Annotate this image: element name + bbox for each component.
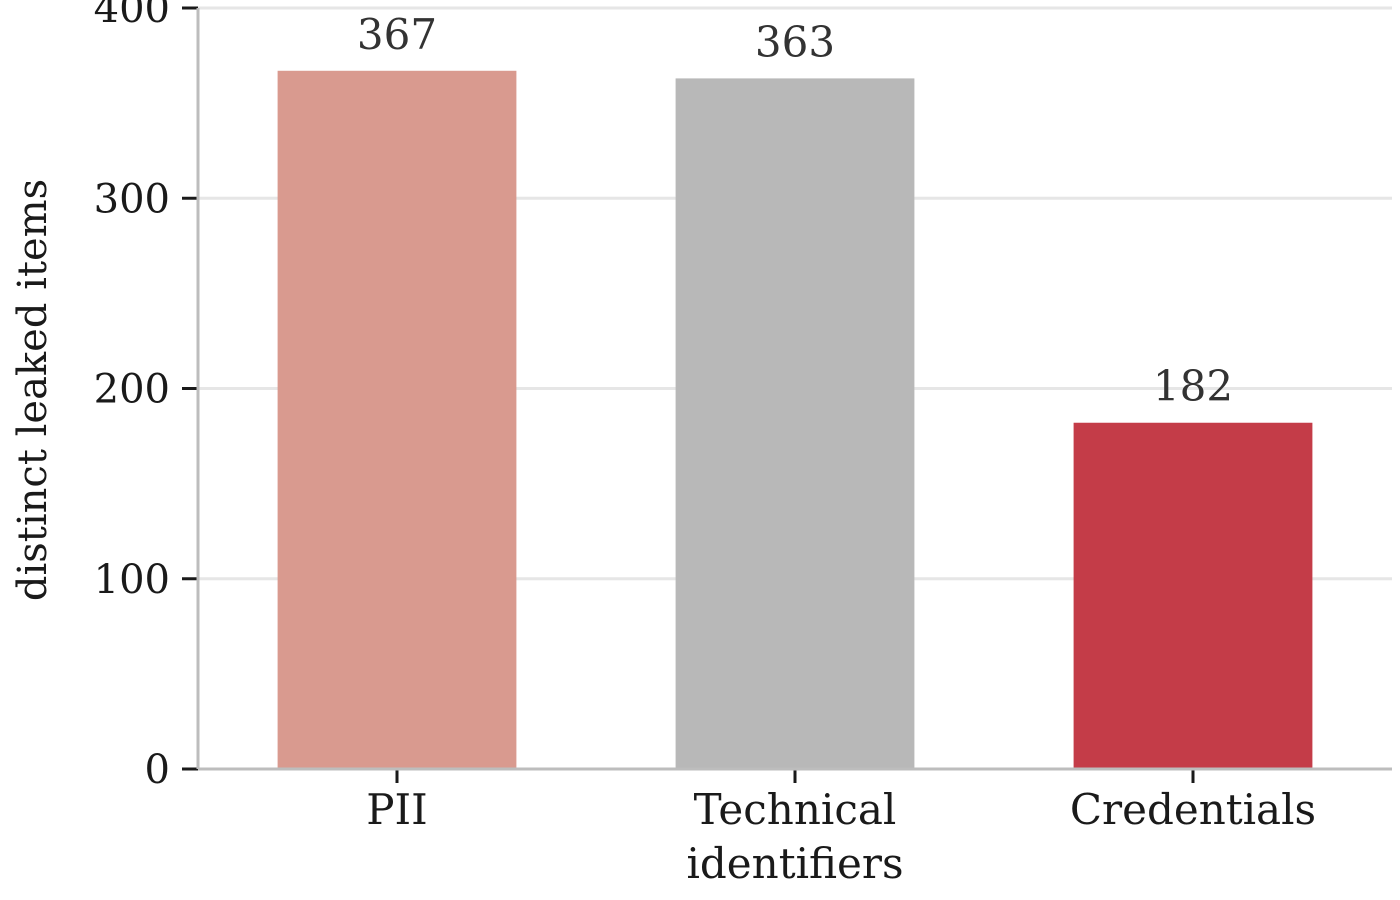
bar — [675, 78, 915, 769]
x-tick-label: identifiers — [686, 839, 903, 888]
labels: 0 100 200 300 400 367 PII 363 Technical identifie… — [94, 0, 1316, 888]
y-tick-label: 300 — [94, 176, 170, 222]
bar — [1073, 422, 1313, 769]
y-tick-label: 0 — [145, 747, 170, 793]
x-tick-label: PII — [366, 785, 427, 834]
axes — [182, 6, 1392, 783]
x-tick-label: Credentials — [1070, 785, 1316, 834]
bar — [277, 70, 517, 770]
y-tick-label: 400 — [94, 0, 170, 32]
data-label: 363 — [755, 17, 835, 66]
y-tick-label: 200 — [94, 367, 170, 413]
x-tick-label: Technical — [694, 785, 897, 834]
data-label: 182 — [1153, 362, 1233, 411]
y-tick-label: 100 — [94, 557, 170, 603]
bars — [277, 70, 1313, 770]
y-axis-title: distinct leaked items — [10, 179, 56, 601]
data-label: 367 — [357, 10, 437, 59]
